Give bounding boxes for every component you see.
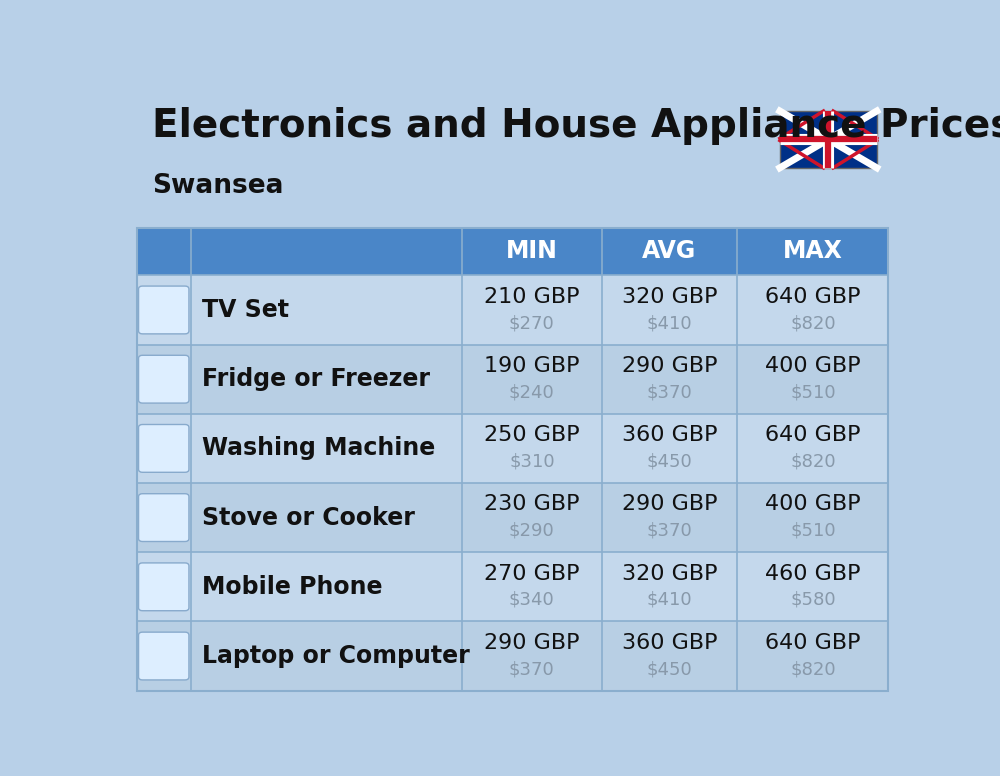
Text: $450: $450 bbox=[647, 452, 692, 470]
Text: $290: $290 bbox=[509, 521, 555, 540]
Text: 320 GBP: 320 GBP bbox=[622, 287, 717, 307]
FancyBboxPatch shape bbox=[139, 286, 189, 334]
Text: $820: $820 bbox=[790, 660, 836, 678]
Text: 270 GBP: 270 GBP bbox=[484, 563, 580, 584]
Text: $410: $410 bbox=[647, 314, 692, 332]
Text: $510: $510 bbox=[790, 383, 836, 401]
Text: Washing Machine: Washing Machine bbox=[202, 436, 436, 460]
Text: 640 GBP: 640 GBP bbox=[765, 287, 861, 307]
Text: 640 GBP: 640 GBP bbox=[765, 633, 861, 653]
Bar bbox=[137, 227, 888, 691]
Bar bbox=[780, 111, 877, 168]
Text: 320 GBP: 320 GBP bbox=[622, 563, 717, 584]
Text: 250 GBP: 250 GBP bbox=[484, 425, 580, 445]
Text: 190 GBP: 190 GBP bbox=[484, 356, 580, 376]
Text: 210 GBP: 210 GBP bbox=[484, 287, 580, 307]
Text: $820: $820 bbox=[790, 314, 836, 332]
Text: MAX: MAX bbox=[783, 240, 843, 264]
Text: MIN: MIN bbox=[506, 240, 558, 264]
Text: AVG: AVG bbox=[642, 240, 697, 264]
Text: $270: $270 bbox=[509, 314, 555, 332]
Text: $510: $510 bbox=[790, 521, 836, 540]
Bar bbox=[137, 414, 888, 483]
Text: $370: $370 bbox=[647, 521, 692, 540]
Bar bbox=[780, 111, 877, 168]
Text: $340: $340 bbox=[509, 591, 555, 609]
Bar bbox=[137, 227, 888, 275]
Bar bbox=[137, 553, 888, 622]
FancyBboxPatch shape bbox=[139, 563, 189, 611]
Bar bbox=[137, 275, 888, 345]
FancyBboxPatch shape bbox=[139, 355, 189, 403]
Text: 640 GBP: 640 GBP bbox=[765, 425, 861, 445]
Text: 360 GBP: 360 GBP bbox=[622, 633, 717, 653]
FancyBboxPatch shape bbox=[139, 494, 189, 542]
Text: $370: $370 bbox=[509, 660, 555, 678]
Text: Fridge or Freezer: Fridge or Freezer bbox=[202, 367, 430, 391]
FancyBboxPatch shape bbox=[139, 632, 189, 680]
Text: TV Set: TV Set bbox=[202, 298, 290, 322]
Text: 290 GBP: 290 GBP bbox=[622, 494, 717, 514]
Bar bbox=[125, 93, 900, 227]
Bar bbox=[137, 622, 888, 691]
Text: Swansea: Swansea bbox=[152, 173, 284, 199]
Text: 400 GBP: 400 GBP bbox=[765, 494, 861, 514]
Bar bbox=[137, 483, 888, 553]
Text: $410: $410 bbox=[647, 591, 692, 609]
Text: $240: $240 bbox=[509, 383, 555, 401]
Text: 460 GBP: 460 GBP bbox=[765, 563, 861, 584]
Text: 290 GBP: 290 GBP bbox=[622, 356, 717, 376]
Text: 360 GBP: 360 GBP bbox=[622, 425, 717, 445]
Text: Electronics and House Appliance Prices: Electronics and House Appliance Prices bbox=[152, 107, 1000, 145]
Bar bbox=[137, 345, 888, 414]
Text: $820: $820 bbox=[790, 452, 836, 470]
Text: 400 GBP: 400 GBP bbox=[765, 356, 861, 376]
Text: Mobile Phone: Mobile Phone bbox=[202, 575, 383, 599]
Text: $580: $580 bbox=[790, 591, 836, 609]
Text: 290 GBP: 290 GBP bbox=[484, 633, 580, 653]
Text: Stove or Cooker: Stove or Cooker bbox=[202, 506, 415, 529]
Text: $450: $450 bbox=[647, 660, 692, 678]
Text: $370: $370 bbox=[647, 383, 692, 401]
Text: $310: $310 bbox=[509, 452, 555, 470]
Text: 230 GBP: 230 GBP bbox=[484, 494, 580, 514]
Text: Laptop or Computer: Laptop or Computer bbox=[202, 644, 470, 668]
FancyBboxPatch shape bbox=[139, 424, 189, 473]
